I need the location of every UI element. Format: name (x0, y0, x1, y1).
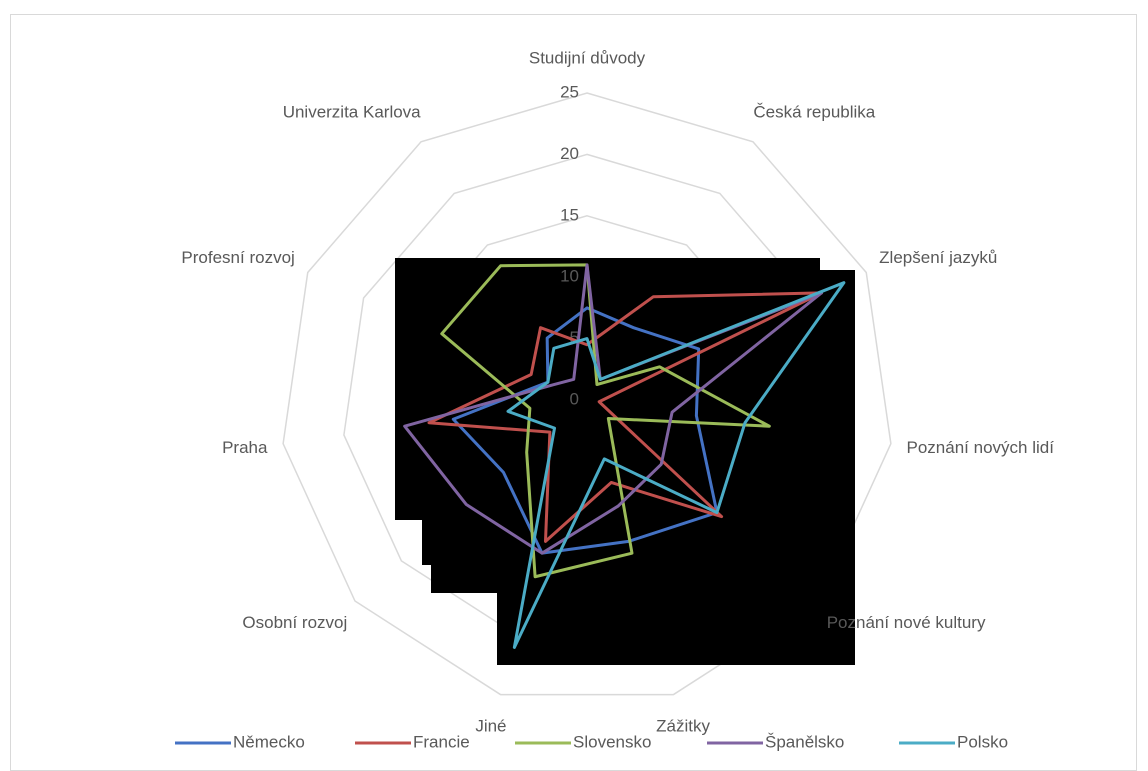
series-line (506, 281, 846, 649)
r-tick-label: 0 (570, 389, 579, 408)
category-label: Studijní důvody (529, 48, 646, 67)
r-tick-label: 10 (560, 267, 579, 286)
r-tick-label: 5 (570, 328, 579, 347)
series-line (440, 263, 771, 579)
legend-label: Španělsko (765, 732, 844, 751)
r-tick-label: 25 (560, 82, 579, 101)
category-label: Praha (222, 438, 268, 457)
category-label: Zlepšení jazyků (879, 248, 997, 267)
category-label: Česká republika (753, 103, 875, 122)
legend-label: Německo (233, 732, 305, 751)
occlusion-block (395, 258, 820, 520)
r-tick-label: 15 (560, 205, 579, 224)
category-label: Poznání nové kultury (827, 613, 986, 632)
category-label: Univerzita Karlova (283, 103, 421, 122)
r-tick-label: 20 (560, 144, 579, 163)
legend-label: Slovensko (573, 732, 651, 751)
category-label: Osobní rozvoj (242, 613, 347, 632)
occlusion (395, 258, 855, 665)
category-label: Poznání nových lidí (907, 438, 1055, 457)
legend-label: Polsko (957, 732, 1008, 751)
occlusion-block (431, 565, 497, 593)
grid-ring (282, 92, 892, 696)
category-label: Jiné (475, 717, 506, 736)
category-label: Zážitky (656, 717, 710, 736)
occlusion-block (497, 520, 855, 665)
plot-area: 0 5 10 15 20 25 Studijní důvody Česká republika… (175, 48, 1054, 751)
legend-label: Francie (413, 732, 470, 751)
occlusion-block (422, 520, 497, 565)
category-label: Profesní rozvoj (181, 248, 294, 267)
